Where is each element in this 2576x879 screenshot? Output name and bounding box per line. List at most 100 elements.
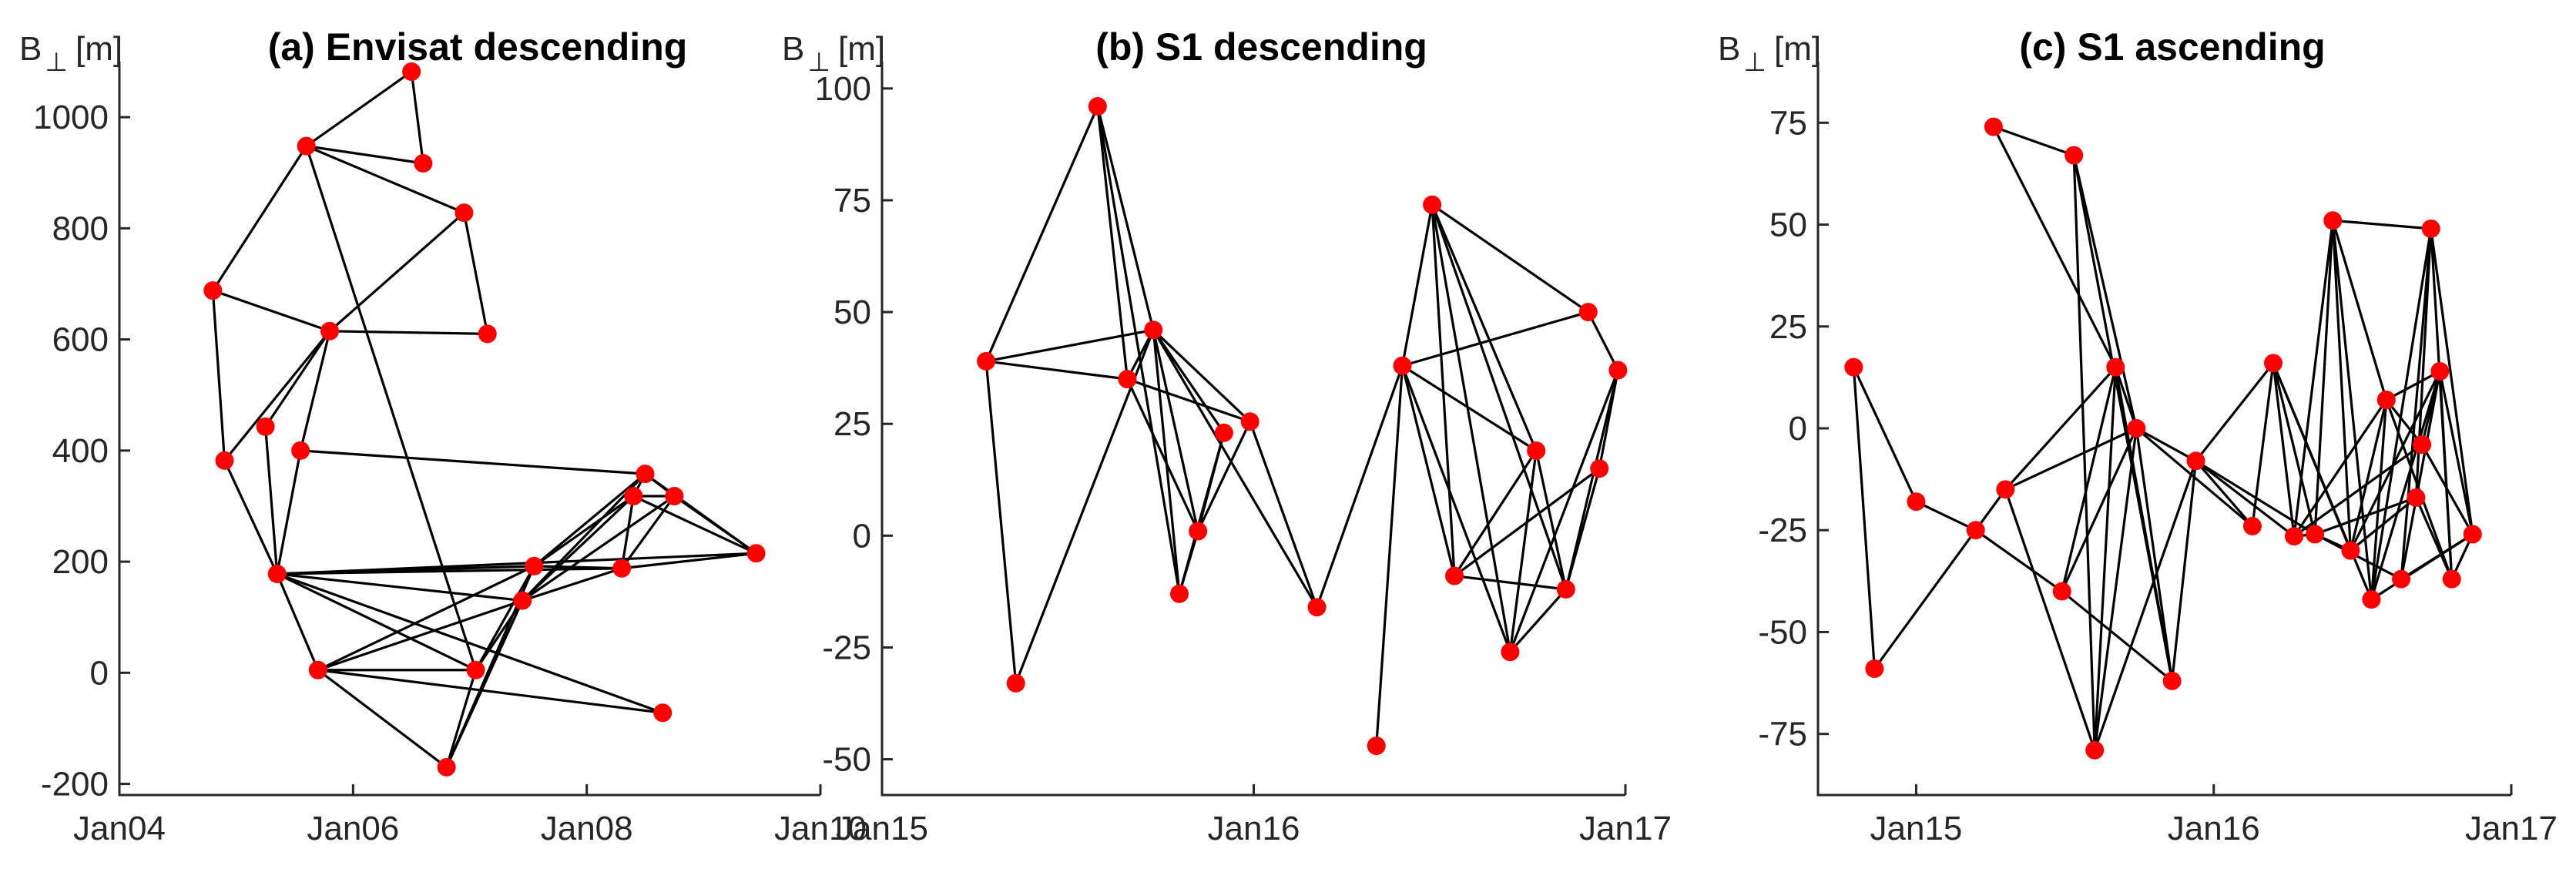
chart-1-edge [305, 70, 413, 147]
chart-1-edge [317, 599, 523, 672]
chart-3-point [1984, 117, 2003, 136]
chart-1-point [636, 465, 655, 484]
chart-3-edge [2004, 427, 2137, 491]
chart-3-point [2421, 219, 2440, 238]
chart-1-edge [212, 289, 330, 333]
chart-2-edge [1535, 450, 1568, 590]
chart-1-xtick-label: Jan08 [541, 810, 633, 847]
chart-3-edge [2420, 371, 2441, 445]
chart-3-point [2052, 582, 2071, 601]
chart-1-edge [264, 330, 331, 428]
chart-1-point [215, 451, 234, 470]
chart-1-xtick-label: Jan10 [774, 810, 867, 847]
chart-1-edge [305, 146, 478, 671]
chart-3-edge [1852, 367, 1876, 669]
chart-3-edge [2386, 370, 2441, 401]
chart-2-point [1118, 370, 1137, 389]
chart-1-edge [329, 330, 488, 335]
chart-3-point [2162, 671, 2182, 690]
chart-3-point [1865, 659, 1884, 679]
chart-1-edge [277, 572, 477, 672]
chart-2-edge [1402, 310, 1589, 367]
chart-2-point [1578, 303, 1598, 322]
chart-1-edge [277, 552, 756, 575]
chart-2-ytick-label: 25 [834, 405, 871, 443]
chart-2-point [1307, 598, 1327, 617]
chart-3-edge [2114, 367, 2138, 429]
chart-1-edge [306, 145, 465, 214]
chart-2-edge [1453, 450, 1538, 577]
chart-3-edge [2093, 428, 2138, 751]
chart-1-ylabel: B ⊥ [m] [19, 30, 122, 77]
chart-3-point [2323, 211, 2343, 230]
chart-3-point [2263, 354, 2283, 373]
chart-2-point [1189, 522, 1208, 541]
chart-2-point [1527, 441, 1546, 461]
chart-3-ytick-label: -25 [1758, 512, 1807, 549]
chart-2-point [1170, 584, 1189, 603]
chart-1-point [454, 203, 474, 223]
chart-3-edge [2061, 428, 2138, 592]
chart-1-point [612, 559, 632, 578]
chart-1-point [513, 591, 532, 610]
chart-1-ytick-label: 1000 [33, 99, 109, 136]
chart-1-edge [299, 330, 331, 451]
chart-3-ytick-label: 0 [1789, 410, 1807, 448]
chart-3-edge [2400, 371, 2441, 579]
chart-2-edge [1096, 106, 1155, 330]
chart-2-point [977, 351, 996, 371]
chart-3-edge [2370, 399, 2388, 600]
chart-3-edge [2370, 228, 2433, 600]
chart-3-edge [2400, 228, 2433, 579]
chart-2-edge [1126, 329, 1155, 380]
chart-3-edge [2331, 220, 2388, 401]
chart-1-point [402, 62, 421, 81]
chart-1-edge [410, 71, 424, 164]
chart-1-edge [317, 669, 448, 769]
chart-2-edge [1125, 378, 1199, 532]
chart-2-edge [1015, 329, 1155, 684]
chart-1-edge [263, 426, 279, 575]
chart-1-ytick-label: 0 [90, 654, 109, 692]
chart-3-xtick-label: Jan16 [2168, 810, 2260, 847]
chart-3-edge [2385, 398, 2423, 446]
chart-1-edge [211, 145, 308, 292]
chart-2-title: (b) S1 descending [1095, 25, 1427, 69]
chart-3-xtick-label: Jan15 [1870, 810, 1963, 847]
chart-2-xtick-label: Jan16 [1208, 810, 1300, 847]
chart-3-point [2085, 740, 2105, 760]
chart-1-axes [118, 62, 820, 797]
chart-3-point [2442, 569, 2461, 589]
chart-1-edge [276, 450, 302, 575]
chart-3-edge [2414, 497, 2454, 580]
chart-2-edge [984, 106, 1099, 362]
chart-3-point [1996, 480, 2015, 499]
chart-2-edge [1431, 204, 1512, 653]
chart-3-edge [1992, 126, 2117, 368]
chart-3-xtick-label: Jan17 [2465, 810, 2558, 847]
chart-3-edge [2061, 367, 2117, 592]
chart-2-edge [1400, 204, 1434, 367]
chart-2-point [1423, 195, 1442, 214]
chart-3-point [2341, 541, 2360, 560]
chart-3-edge [2331, 220, 2353, 551]
chart-2-edge [1152, 329, 1199, 532]
chart-2-edge [1598, 370, 1619, 469]
chart-3-edge [1873, 529, 1977, 669]
chart-2-ytick-label: 100 [815, 70, 871, 108]
chart-1-edge [522, 567, 622, 602]
chart-2-point [1088, 97, 1107, 116]
chart-3-edge [2272, 362, 2316, 535]
chart-3-edge [2438, 371, 2454, 579]
chart-1-edge [533, 495, 635, 568]
chart-3-edge [1852, 366, 1917, 502]
chart-2-edge [984, 361, 1018, 684]
chart-3-edge [2430, 228, 2474, 535]
chart-2-edge [1152, 330, 1181, 594]
chart-3-point [2064, 146, 2084, 165]
chart-1-ytick-label: 200 [52, 543, 109, 581]
chart-2-edge [1152, 329, 1251, 423]
chart-3-edge [2114, 367, 2174, 682]
panel-s1-ascending: -75 -50 -25 0 25 50 75 Jan15 Jan16 Jan17 B ⊥ [m] (c) … [1718, 25, 2558, 847]
